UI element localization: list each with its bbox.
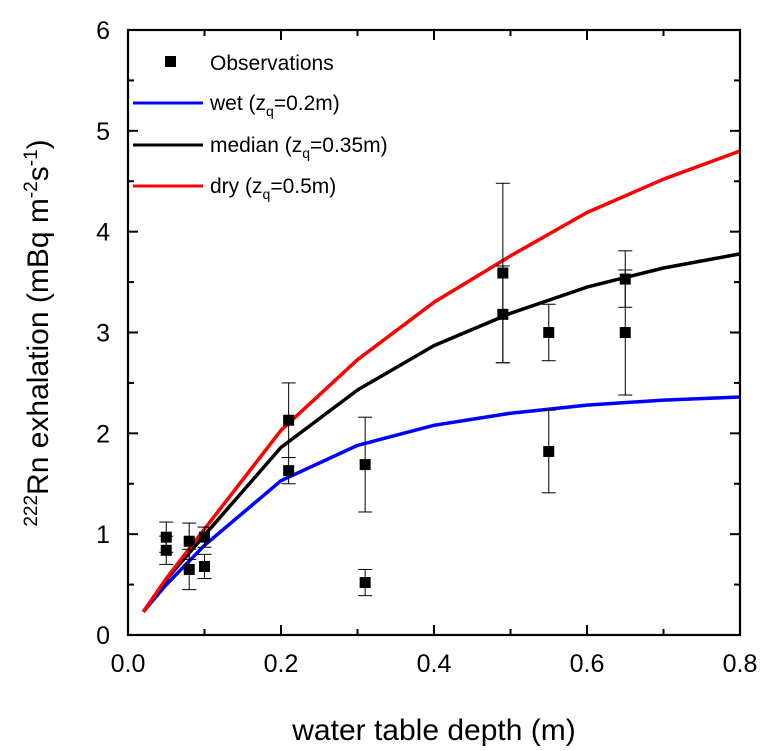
y-axis-label-s-exp: -1 [21, 149, 42, 166]
x-tick-label: 0.8 [723, 650, 758, 678]
observation-point [497, 308, 509, 320]
x-tick-label: 0.0 [111, 650, 146, 678]
x-tick-label: 0.4 [417, 650, 452, 678]
x-tick-label: 0.6 [570, 650, 605, 678]
plot-content [141, 149, 741, 613]
observation-point [359, 459, 371, 471]
legend-dry-label: dry (zq=0.5m) [210, 175, 336, 202]
y-tick-label: 0 [96, 622, 110, 650]
observation-point [359, 577, 371, 589]
legend-wet-label: wet (zq=0.2m) [209, 92, 340, 119]
observation-point [160, 531, 172, 543]
observation-point [497, 267, 509, 279]
y-axis-label-close: ) [22, 139, 55, 149]
legend-observations-marker [165, 56, 176, 67]
y-tick-label: 2 [96, 420, 110, 448]
observation-point [160, 544, 172, 556]
x-axis-label: water table depth (m) [291, 714, 575, 747]
observation-point [199, 560, 210, 572]
observation-point [283, 414, 295, 426]
y-axis-label: 222Rn exhalation (mBq m-2s-1) [21, 139, 55, 526]
observation-point [619, 273, 631, 285]
y-tick-label: 4 [96, 219, 110, 247]
tick-labels: 0.0 0.2 0.4 0.6 0.8 0 1 2 3 4 5 6 [96, 17, 757, 678]
observation-point [283, 465, 295, 477]
series-line-dry [141, 149, 741, 613]
observation-point [183, 563, 195, 575]
observation-point [199, 531, 210, 543]
y-tick-label: 6 [96, 17, 110, 45]
legend-median-label: median (zq=0.35m) [210, 134, 388, 161]
y-axis-label-s: s [22, 166, 55, 181]
axis-ticks [127, 29, 741, 636]
y-tick-label: 5 [96, 118, 110, 146]
observation-point [543, 445, 555, 457]
observation-point [619, 327, 631, 338]
observation-point [543, 327, 555, 338]
y-tick-label: 3 [96, 320, 110, 348]
y-axis-label-m-exp: -2 [21, 181, 42, 198]
x-tick-label: 0.2 [264, 650, 299, 678]
y-axis-label-mass: 222 [21, 495, 42, 527]
y-tick-label: 1 [96, 521, 110, 549]
observation-point [183, 535, 195, 547]
legend: Observations wet (zq=0.2m) median (zq=0.… [133, 52, 388, 202]
y-axis-label-main: Rn exhalation (mBq m [22, 198, 55, 495]
legend-observations-label: Observations [210, 52, 334, 75]
